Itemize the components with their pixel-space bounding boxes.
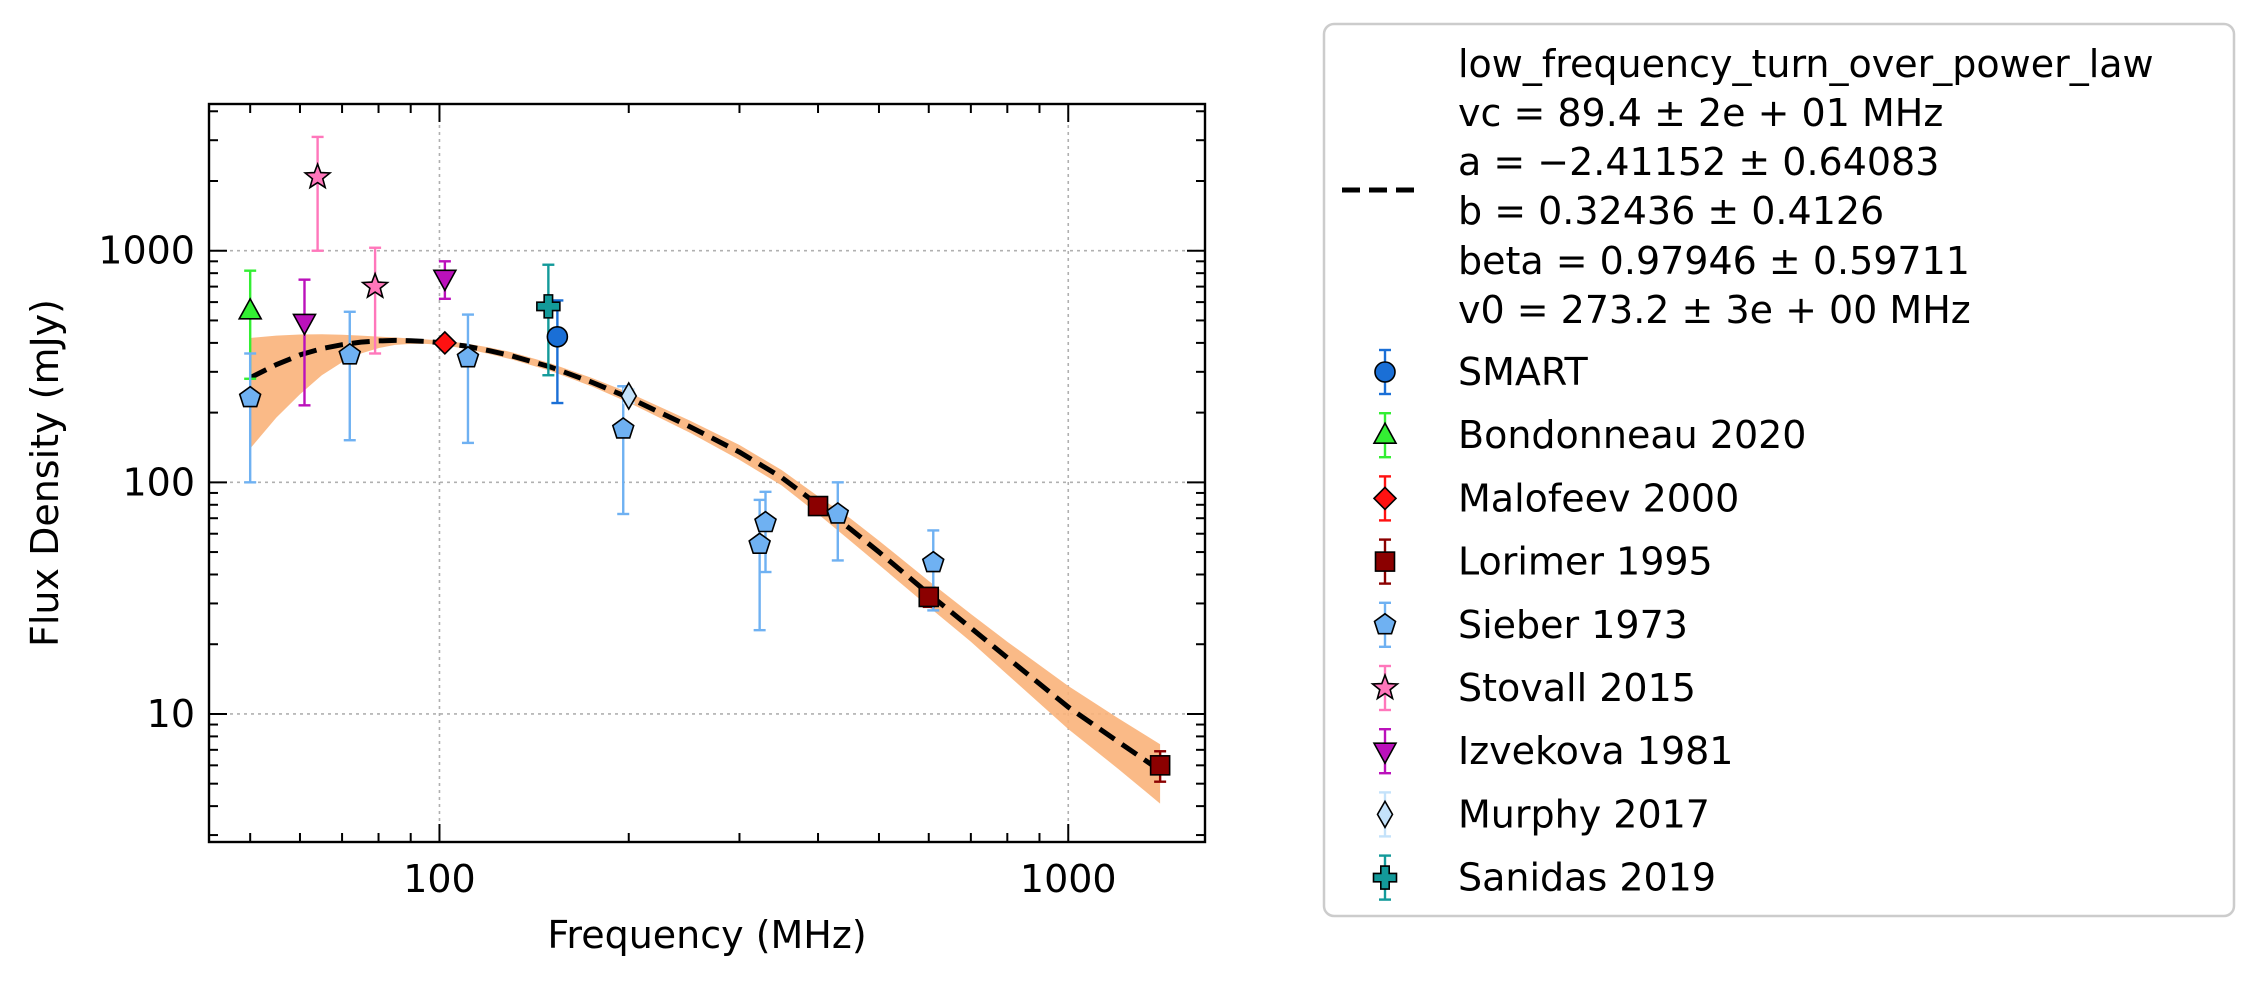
data-point-sieber-1973 xyxy=(754,510,777,533)
x-tick-label: 100 xyxy=(403,857,476,901)
legend-marker-lorimer-1995 xyxy=(1374,551,1396,572)
legend-label-smart: SMART xyxy=(1458,350,1589,394)
legend-marker-malofeev-2000 xyxy=(1372,486,1398,511)
legend-fit-param: a = −2.41152 ± 0.64083 xyxy=(1458,140,1939,184)
data-point-sieber-1973 xyxy=(338,342,362,365)
y-tick-label: 10 xyxy=(147,692,195,736)
legend-label-sanidas-2019: Sanidas 2019 xyxy=(1458,856,1716,900)
data-markers xyxy=(237,161,1171,776)
x-axis-label: Frequency (MHz) xyxy=(547,913,866,957)
data-point-stovall-2015 xyxy=(360,271,390,299)
legend-fit-param: vc = 89.4 ± 2e + 01 MHz xyxy=(1458,91,1943,135)
legend-fit-param: beta = 0.97946 ± 0.59711 xyxy=(1458,239,1970,283)
tick-labels: 100 1000 10 100 1000 xyxy=(98,229,1116,901)
data-point-sieber-1973 xyxy=(456,345,480,368)
legend-label-lorimer-1995: Lorimer 1995 xyxy=(1458,540,1713,584)
data-point-malofeev-2000 xyxy=(432,330,458,356)
legend-marker-stovall-2015 xyxy=(1370,672,1400,701)
legend-label-sieber-1973: Sieber 1973 xyxy=(1458,603,1688,647)
data-point-izvekova-1981 xyxy=(432,269,458,292)
legend-marker-bondonneau-2020 xyxy=(1372,421,1398,445)
legend: low_frequency_turn_over_power_law vc = 8… xyxy=(1322,22,2236,918)
data-point-sieber-1973 xyxy=(238,385,262,408)
legend-label-malofeev-2000: Malofeev 2000 xyxy=(1458,476,1739,520)
legend-marker-sieber-1973 xyxy=(1373,612,1397,635)
y-tick-label: 100 xyxy=(122,460,195,504)
data-point-lorimer-1995 xyxy=(1149,755,1171,776)
data-point-izvekova-1981 xyxy=(292,313,317,337)
legend-marker-izvekova-1981 xyxy=(1372,742,1398,765)
legend-label-murphy-2017: Murphy 2017 xyxy=(1458,792,1710,836)
axis-ticks xyxy=(209,104,1205,842)
legend-marker-smart xyxy=(1374,361,1396,383)
fit-band-area xyxy=(250,334,1161,804)
x-tick-label: 1000 xyxy=(1020,857,1117,901)
data-point-smart xyxy=(546,325,569,348)
data-point-sieber-1973 xyxy=(826,502,850,524)
fit-curve xyxy=(249,337,1162,773)
legend-label-stovall-2015: Stovall 2015 xyxy=(1458,666,1696,710)
grid-lines xyxy=(209,104,1205,842)
fit-line xyxy=(249,337,1162,773)
data-point-lorimer-1995 xyxy=(807,495,829,517)
legend-fit-name: low_frequency_turn_over_power_law xyxy=(1458,42,2154,86)
data-point-lorimer-1995 xyxy=(918,586,940,608)
legend-fit-param: v0 = 273.2 ± 3e + 00 MHz xyxy=(1458,288,1971,332)
data-point-sieber-1973 xyxy=(921,550,945,573)
data-point-sanidas-2019 xyxy=(536,294,561,319)
legend-marker-sanidas-2019 xyxy=(1372,865,1398,890)
fit-uncertainty-band xyxy=(250,334,1161,804)
data-point-bondonneau-2020 xyxy=(237,297,263,320)
data-point-sieber-1973 xyxy=(611,417,635,439)
legend-frame xyxy=(1322,22,2236,918)
data-point-stovall-2015 xyxy=(303,161,333,190)
legend-label-izvekova-1981: Izvekova 1981 xyxy=(1458,729,1733,773)
legend-label-bondonneau-2020: Bondonneau 2020 xyxy=(1458,413,1806,457)
data-point-sieber-1973 xyxy=(748,532,772,555)
legend-marker-murphy-2017 xyxy=(1376,799,1394,830)
plot-frame xyxy=(207,102,1207,844)
y-axis-label: Flux Density (mJy) xyxy=(23,299,67,647)
data-point-murphy-2017 xyxy=(620,381,638,411)
y-tick-label: 1000 xyxy=(98,229,195,273)
legend-fit-param: b = 0.32436 ± 0.4126 xyxy=(1458,189,1884,233)
